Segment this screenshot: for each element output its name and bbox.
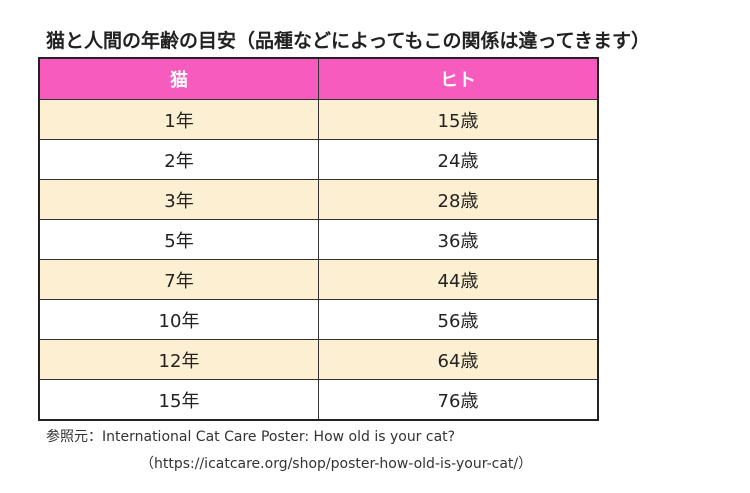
cat-age-cell: 15年 — [38, 379, 319, 421]
table-row: 1年 15歳 — [38, 99, 599, 140]
cat-age-cell: 2年 — [38, 139, 319, 180]
human-age-cell: 44歳 — [318, 259, 599, 300]
human-age-cell: 76歳 — [318, 379, 599, 421]
cat-age-cell: 1年 — [38, 99, 319, 140]
table-row: 7年 44歳 — [38, 259, 599, 300]
cat-age-cell: 10年 — [38, 299, 319, 340]
header-cat: 猫 — [38, 57, 319, 100]
age-comparison-table: 猫 ヒト 1年 15歳 2年 24歳 3年 28歳 5年 36歳 7年 — [38, 57, 599, 421]
human-age-cell: 15歳 — [318, 99, 599, 140]
table-row: 10年 56歳 — [38, 299, 599, 340]
human-age-cell: 36歳 — [318, 219, 599, 260]
cat-age-cell: 12年 — [38, 339, 319, 380]
table-row: 3年 28歳 — [38, 179, 599, 220]
cat-age-cell: 3年 — [38, 179, 319, 220]
table-row: 2年 24歳 — [38, 139, 599, 180]
human-age-cell: 24歳 — [318, 139, 599, 180]
source-credit: 参照元：International Cat Care Poster: How o… — [46, 429, 456, 445]
header-human: ヒト — [318, 57, 599, 100]
table-header-row: 猫 ヒト — [38, 57, 599, 100]
table-row: 12年 64歳 — [38, 339, 599, 380]
cat-age-cell: 7年 — [38, 259, 319, 300]
table-row: 15年 76歳 — [38, 379, 599, 421]
human-age-cell: 56歳 — [318, 299, 599, 340]
human-age-cell: 28歳 — [318, 179, 599, 220]
table-row: 5年 36歳 — [38, 219, 599, 260]
page-title: 猫と人間の年齢の目安（品種などによってもこの関係は違ってきます） — [46, 30, 651, 52]
source-url: （https://icatcare.org/shop/poster-how-ol… — [140, 456, 533, 472]
cat-age-cell: 5年 — [38, 219, 319, 260]
human-age-cell: 64歳 — [318, 339, 599, 380]
